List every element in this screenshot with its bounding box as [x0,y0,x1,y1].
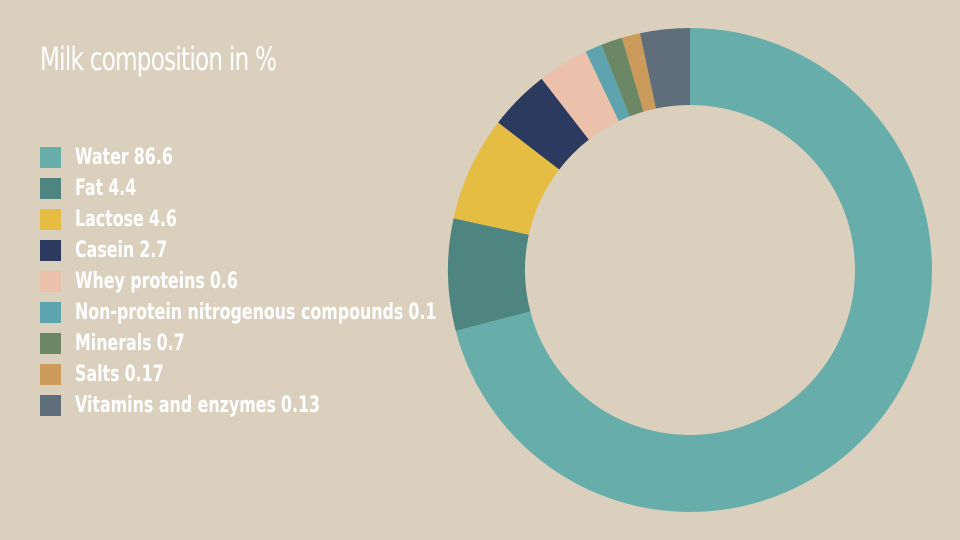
legend-value: 2.7 [139,238,168,263]
legend-item-whey-proteins: Whey proteins 0.6 [40,266,577,297]
legend-label: Fat [75,176,104,201]
donut-slice-non-protein-nitrogenous-compounds [585,44,630,122]
legend-item-salts: Salts 0.17 [40,359,577,390]
donut-slice-lactose [453,122,560,235]
legend-item-casein: Casein 2.7 [40,235,577,266]
legend-value: 86.6 [133,145,173,170]
legend-label: Non-protein nitrogenous compounds [75,300,404,325]
legend-swatch [40,302,61,323]
legend-label: Casein [75,238,135,263]
chart-title: Milk composition in % [40,40,277,78]
legend-label: Lactose [75,207,144,232]
legend-value: 0.17 [124,362,164,387]
legend-label: Whey proteins [75,269,205,294]
legend-item-lactose: Lactose 4.6 [40,204,577,235]
legend-value: 0.7 [156,331,185,356]
legend-value: 0.13 [280,393,321,418]
donut-slice-water [455,28,932,512]
legend-swatch [40,147,61,168]
donut-slice-vitamins-and-enzymes [640,28,690,109]
legend-swatch [40,240,61,261]
legend-swatch [40,364,61,385]
chart-legend: Water 86.6 Fat 4.4 Lactose 4.6 Casein 2.7 Whey p… [40,142,577,421]
legend-swatch [40,178,61,199]
legend-value: 4.6 [148,207,177,232]
donut-slice-minerals [601,37,644,117]
legend-swatch [40,333,61,354]
donut-slice-fat [448,218,531,331]
donut-slice-salts [621,33,656,112]
legend-label: Minerals [75,331,152,356]
legend-label: Salts [75,362,120,387]
legend-item-non-protein-nitrogenous-compounds: Non-protein nitrogenous compounds 0.1 [40,297,577,328]
legend-value: 0.6 [209,269,238,294]
legend-label: Water [75,145,129,170]
legend-item-water: Water 86.6 [40,142,577,173]
legend-item-fat: Fat 4.4 [40,173,577,204]
donut-chart [448,28,932,512]
legend-swatch [40,209,61,230]
donut-slice-casein [498,78,589,170]
legend-item-vitamins-and-enzymes: Vitamins and enzymes 0.13 [40,390,577,421]
legend-value: 4.4 [108,176,137,201]
legend-swatch [40,271,61,292]
legend-value: 0.1 [408,300,437,325]
legend-label: Vitamins and enzymes [75,393,276,418]
legend-item-minerals: Minerals 0.7 [40,328,577,359]
donut-slice-whey-proteins [541,51,619,140]
legend-swatch [40,395,61,416]
